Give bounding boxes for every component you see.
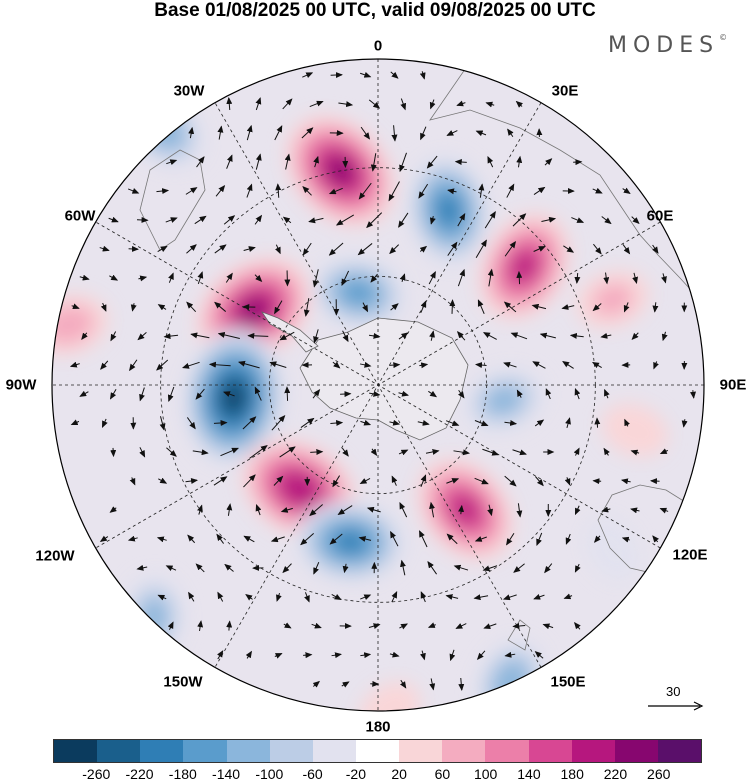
colorbar-tick-label: 20	[391, 766, 407, 782]
map-border	[51, 58, 705, 712]
anomaly-centre	[584, 516, 640, 582]
colorbar-swatch	[140, 740, 184, 762]
wind-vectors	[69, 71, 697, 691]
colorbar-tick-label: 60	[434, 766, 451, 782]
colorbar	[53, 739, 702, 763]
lon-label-60w: 60W	[64, 207, 96, 225]
lon-label-150e: 150E	[550, 673, 586, 691]
colorbar-swatch	[355, 740, 400, 762]
lon-label-120e: 120E	[672, 546, 708, 564]
anomaly-centre	[461, 366, 547, 435]
lon-label-180: 180	[365, 718, 391, 736]
colorbar-swatch	[54, 740, 98, 762]
map-title: Base 01/08/2025 00 UTC, valid 09/08/2025…	[154, 0, 596, 21]
lon-label-30w: 30W	[173, 82, 205, 100]
colorbar-tick-label: -100	[255, 766, 284, 782]
anomaly-centre	[293, 500, 407, 584]
colorbar-tick-label: 260	[647, 766, 671, 782]
brand-name: MODES	[608, 33, 720, 58]
antarctic-peninsula-outline	[260, 311, 319, 353]
colorbar-tick-label: 220	[603, 766, 628, 782]
colorbar-tick-label: 180	[560, 766, 584, 782]
lon-label-120w: 120W	[35, 547, 75, 565]
colorbar-swatch	[399, 740, 443, 762]
colorbar-tick-label: -220	[125, 766, 154, 782]
anomaly-centre	[601, 403, 668, 457]
lon-label-150w: 150W	[163, 673, 203, 691]
colorbar-swatch	[657, 740, 702, 762]
continents-layer	[139, 61, 704, 651]
anomaly-centre	[478, 212, 570, 321]
antarctica-outline	[299, 317, 469, 441]
anomaly-centre	[416, 458, 514, 561]
colorbar-tick-label: -140	[212, 766, 241, 782]
modes-logo: MODES©	[608, 33, 727, 58]
colorbar-swatch	[442, 740, 486, 762]
lon-label-90w: 90W	[5, 376, 37, 394]
colorbar-tick-label: 140	[517, 766, 541, 782]
colorbar-swatch	[485, 740, 529, 762]
colorbar-swatch	[528, 740, 572, 762]
colorbar-swatch	[614, 740, 658, 762]
colorbar-tick-label: -20	[345, 766, 366, 782]
colorbar-tick-label: -260	[82, 766, 111, 782]
colorbar-tick-label: -180	[168, 766, 197, 782]
colorbar-swatch	[571, 740, 615, 762]
lon-label-0: 0	[373, 37, 383, 55]
reference-vector-value: 30	[666, 684, 681, 699]
colorbar-tick-label: -60	[302, 766, 323, 782]
colorbar-swatch	[312, 740, 356, 762]
graticule	[52, 59, 704, 711]
anomaly-centre	[576, 270, 650, 329]
brand-mark: ©	[719, 33, 728, 42]
colorbar-swatch	[226, 740, 270, 762]
colorbar-swatch	[97, 740, 141, 762]
colorbar-swatch	[269, 740, 313, 762]
colorbar-tick-label: 100	[473, 766, 498, 782]
lon-label-60e: 60E	[646, 207, 674, 225]
lon-label-90e: 90E	[719, 376, 747, 394]
reference-vector-arrow	[648, 701, 704, 711]
colorbar-swatch	[183, 740, 227, 762]
lon-label-30e: 30E	[551, 82, 579, 100]
